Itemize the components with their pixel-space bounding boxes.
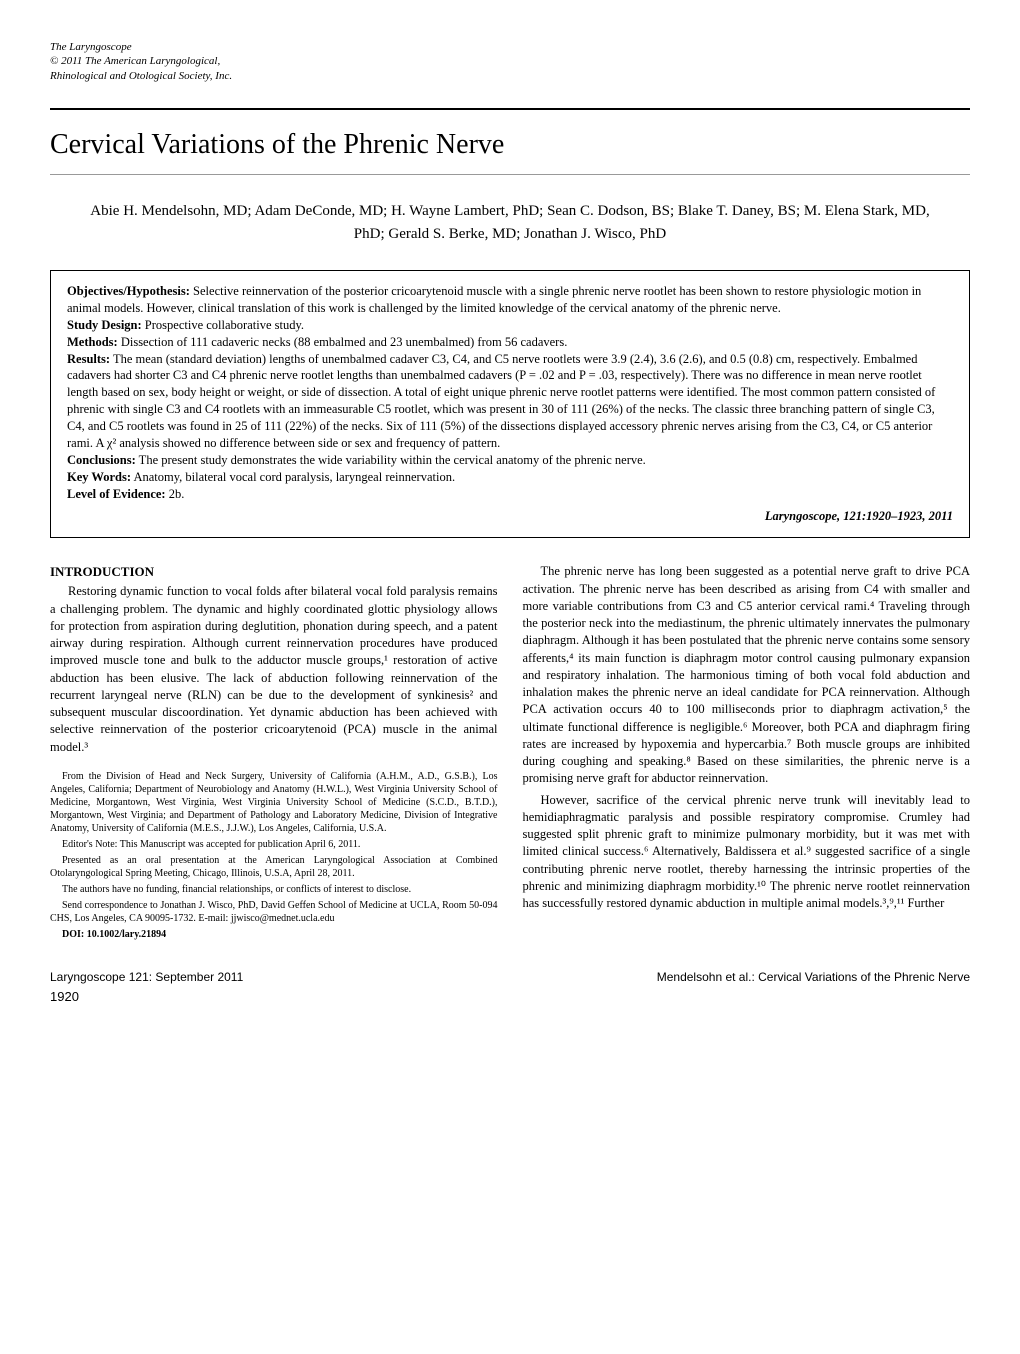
correspondence-note: Send correspondence to Jonathan J. Wisco…	[50, 899, 498, 925]
affiliation-note: From the Division of Head and Neck Surge…	[50, 770, 498, 835]
journal-name: The Laryngoscope	[50, 40, 970, 54]
rule-under-title	[50, 174, 970, 175]
editor-note: Editor's Note: This Manuscript was accep…	[50, 838, 498, 851]
right-column: The phrenic nerve has long been suggeste…	[523, 563, 971, 943]
objectives-text: Selective reinnervation of the posterior…	[67, 284, 921, 315]
abstract-box: Objectives/Hypothesis: Selective reinner…	[50, 270, 970, 538]
abstract-conclusions: Conclusions: The present study demonstra…	[67, 452, 953, 469]
objectives-label: Objectives/Hypothesis:	[67, 284, 190, 298]
design-label: Study Design:	[67, 318, 142, 332]
footer-left: Laryngoscope 121: September 2011	[50, 969, 243, 986]
page-footer: Laryngoscope 121: September 2011 1920 Me…	[50, 969, 970, 1006]
intro-para1: Restoring dynamic function to vocal fold…	[50, 583, 498, 756]
results-text: The mean (standard deviation) lengths of…	[67, 352, 935, 450]
article-title: Cervical Variations of the Phrenic Nerve	[50, 125, 970, 164]
author-list: Abie H. Mendelsohn, MD; Adam DeConde, MD…	[90, 200, 930, 245]
footnotes: From the Division of Head and Neck Surge…	[50, 770, 498, 941]
abstract-objectives: Objectives/Hypothesis: Selective reinner…	[67, 283, 953, 317]
keywords-label: Key Words:	[67, 470, 131, 484]
abstract-results: Results: The mean (standard deviation) l…	[67, 351, 953, 452]
introduction-heading: INTRODUCTION	[50, 563, 498, 581]
evidence-label: Level of Evidence:	[67, 487, 166, 501]
conclusions-text: The present study demonstrates the wide …	[136, 453, 646, 467]
abstract-keywords: Key Words: Anatomy, bilateral vocal cord…	[67, 469, 953, 486]
doi: DOI: 10.1002/lary.21894	[50, 928, 498, 941]
journal-header: The Laryngoscope © 2011 The American Lar…	[50, 40, 970, 83]
abstract-design: Study Design: Prospective collaborative …	[67, 317, 953, 334]
copyright-line: © 2011 The American Laryngological,	[50, 54, 970, 68]
conclusions-label: Conclusions:	[67, 453, 136, 467]
body-para2: However, sacrifice of the cervical phren…	[523, 792, 971, 913]
abstract-evidence: Level of Evidence: 2b.	[67, 486, 953, 503]
society-line: Rhinological and Otological Society, Inc…	[50, 69, 970, 83]
methods-label: Methods:	[67, 335, 118, 349]
footer-left-block: Laryngoscope 121: September 2011 1920	[50, 969, 243, 1006]
results-label: Results:	[67, 352, 110, 366]
evidence-text: 2b.	[166, 487, 185, 501]
body-para1: The phrenic nerve has long been suggeste…	[523, 563, 971, 787]
abstract-methods: Methods: Dissection of 111 cadaveric nec…	[67, 334, 953, 351]
design-text: Prospective collaborative study.	[142, 318, 304, 332]
presented-note: Presented as an oral presentation at the…	[50, 854, 498, 880]
page-number: 1920	[50, 988, 243, 1006]
methods-text: Dissection of 111 cadaveric necks (88 em…	[118, 335, 568, 349]
left-column: INTRODUCTION Restoring dynamic function …	[50, 563, 498, 943]
footer-right: Mendelsohn et al.: Cervical Variations o…	[657, 969, 970, 1006]
body-columns: INTRODUCTION Restoring dynamic function …	[50, 563, 970, 943]
rule-top	[50, 108, 970, 110]
keywords-text: Anatomy, bilateral vocal cord paralysis,…	[131, 470, 455, 484]
funding-note: The authors have no funding, financial r…	[50, 883, 498, 896]
abstract-citation: Laryngoscope, 121:1920–1923, 2011	[67, 508, 953, 525]
